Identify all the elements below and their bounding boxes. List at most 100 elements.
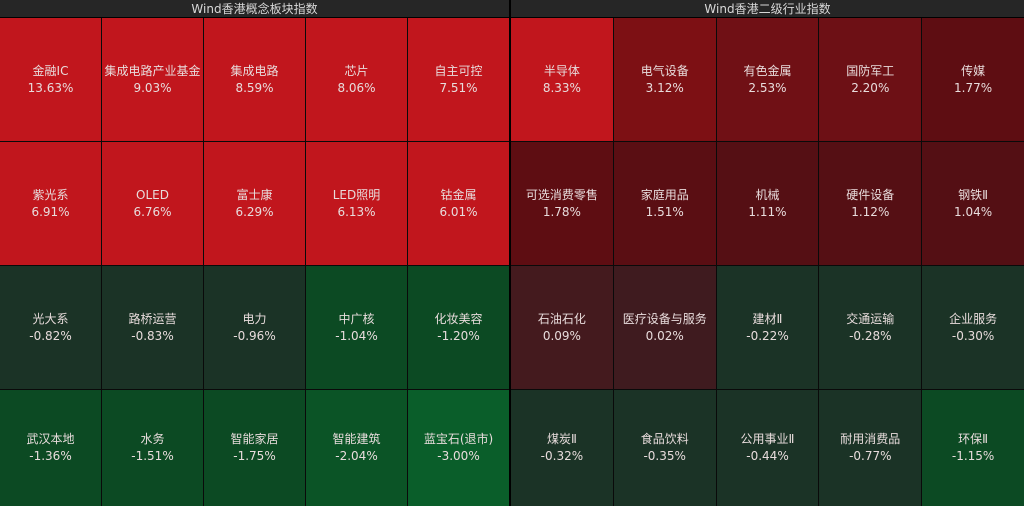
tile-name: 钢铁Ⅱ (958, 187, 989, 202)
heatmap-tile[interactable]: 武汉本地 -1.36% (0, 390, 101, 506)
tile-change-pct: 0.09% (542, 328, 581, 343)
heatmap-tile[interactable]: 芯片 8.06% (306, 18, 407, 141)
heatmap-tile[interactable]: 煤炭Ⅱ -0.32% (511, 390, 613, 506)
tile-name: 芯片 (344, 63, 369, 78)
tile-name: 食品饮料 (640, 432, 689, 446)
tile-change-pct: -1.04% (335, 328, 378, 343)
tile-name: OLED (136, 187, 169, 202)
tile-change-pct: -0.82% (29, 328, 72, 343)
heatmap-tile[interactable]: 富士康 6.29% (204, 142, 305, 265)
heatmap-tile[interactable]: 企业服务 -0.30% (922, 266, 1024, 389)
heatmap-tile[interactable]: 食品饮料 -0.35% (613, 390, 716, 506)
heatmap-tile[interactable]: 钢铁Ⅱ 1.04% (922, 142, 1024, 265)
tile-change-pct: 6.76% (133, 204, 172, 219)
heatmap-tile[interactable]: 智能建筑 -2.04% (306, 390, 407, 506)
tile-name: 煤炭Ⅱ (546, 432, 577, 446)
heatmap-tile[interactable]: 化妆美容 -1.20% (408, 266, 509, 389)
tile-name: 金融IC (32, 63, 69, 78)
tile-name: 紫光系 (32, 187, 69, 202)
heatmap-tile[interactable]: 环保Ⅱ -1.15% (922, 390, 1024, 506)
tile-change-pct: 6.91% (31, 204, 70, 219)
tile-name: 机械 (755, 187, 780, 202)
tile-name: 智能家居 (230, 432, 279, 446)
tile-change-pct: 1.51% (645, 204, 684, 219)
heatmap-tile[interactable]: 中广核 -1.04% (306, 266, 407, 389)
tile-change-pct: 9.03% (133, 80, 172, 95)
tile-change-pct: -1.75% (233, 449, 276, 463)
tile-name: 中广核 (338, 311, 375, 326)
tile-name: 公用事业Ⅱ (740, 432, 795, 446)
tile-name: 半导体 (543, 63, 580, 78)
tile-change-pct: -1.36% (29, 449, 72, 463)
heatmap-tile[interactable]: 交通运输 -0.28% (819, 266, 922, 389)
tile-name: 电力 (242, 311, 267, 326)
tile-change-pct: -2.04% (335, 449, 378, 463)
tile-change-pct: 1.77% (954, 80, 993, 95)
heatmap-tile[interactable]: 电力 -0.96% (204, 266, 305, 389)
tile-change-pct: 0.02% (645, 328, 684, 343)
tile-change-pct: -0.77% (849, 449, 892, 463)
heatmap-tile[interactable]: 光大系 -0.82% (0, 266, 101, 389)
tile-change-pct: 2.20% (851, 80, 890, 95)
tile-name: 自主可控 (434, 63, 483, 78)
heatmap-tile[interactable]: 集成电路 8.59% (204, 18, 305, 141)
tile-name: 耐用消费品 (840, 432, 901, 446)
tile-name: 石油石化 (537, 311, 586, 326)
tile-name: 蓝宝石(退市) (423, 432, 494, 446)
panel-title: Wind香港二级行业指数 (511, 0, 1024, 18)
heatmap-grid: 半导体 8.33% 电气设备 3.12% 有色金属 2.53% 国防军工 2.20% 传媒 1.7… (511, 18, 1024, 506)
heatmap-tile[interactable]: 电气设备 3.12% (613, 18, 716, 141)
heatmap-tile[interactable]: 路桥运营 -0.83% (102, 266, 203, 389)
tile-change-pct: -0.96% (233, 328, 276, 343)
tile-name: 集成电路 (230, 63, 279, 78)
heatmap-tile[interactable]: 医疗设备与服务 0.02% (613, 266, 716, 389)
tile-name: 钴金属 (440, 187, 477, 202)
heatmap-tile[interactable]: 可选消费零售 1.78% (511, 142, 613, 265)
tile-change-pct: -1.20% (437, 328, 480, 343)
tile-change-pct: 1.12% (851, 204, 890, 219)
heatmap-tile[interactable]: 蓝宝石(退市) -3.00% (408, 390, 509, 506)
tile-change-pct: 1.78% (542, 204, 581, 219)
heatmap-tile[interactable]: 石油石化 0.09% (511, 266, 613, 389)
heatmap-tile[interactable]: 硬件设备 1.12% (819, 142, 922, 265)
tile-name: 光大系 (32, 311, 69, 326)
tile-change-pct: -0.22% (746, 328, 789, 343)
tile-change-pct: 1.11% (748, 204, 787, 219)
heatmap-tile[interactable]: 有色金属 2.53% (716, 18, 819, 141)
heatmap-tile[interactable]: 水务 -1.51% (102, 390, 203, 506)
heatmap-tile[interactable]: OLED 6.76% (102, 142, 203, 265)
panel-title: Wind香港概念板块指数 (0, 0, 509, 18)
heatmap-tile[interactable]: 智能家居 -1.75% (204, 390, 305, 506)
industry-index-panel: Wind香港二级行业指数 半导体 8.33% 电气设备 3.12% 有色金属 2.53% 国… (511, 0, 1024, 506)
tile-name: LED照明 (332, 187, 381, 202)
tile-change-pct: -1.51% (131, 449, 174, 463)
heatmap-tile[interactable]: 金融IC 13.63% (0, 18, 101, 141)
tile-change-pct: -0.28% (849, 328, 892, 343)
tile-name: 集成电路产业基金 (104, 63, 201, 78)
tile-change-pct: 8.06% (337, 80, 376, 95)
tile-name: 传媒 (961, 63, 986, 78)
heatmap-tile[interactable]: 集成电路产业基金 9.03% (102, 18, 203, 141)
tile-name: 武汉本地 (26, 432, 75, 446)
heatmap-tile[interactable]: 家庭用品 1.51% (613, 142, 716, 265)
heatmap-tile[interactable]: 紫光系 6.91% (0, 142, 101, 265)
heatmap-tile[interactable]: 国防军工 2.20% (819, 18, 922, 141)
tile-name: 国防军工 (846, 63, 895, 78)
tile-name: 化妆美容 (434, 311, 483, 326)
heatmap-tile[interactable]: 机械 1.11% (716, 142, 819, 265)
tile-change-pct: 2.53% (748, 80, 787, 95)
heatmap-tile[interactable]: LED照明 6.13% (306, 142, 407, 265)
tile-name: 有色金属 (743, 63, 792, 78)
heatmap-tile[interactable]: 建材Ⅱ -0.22% (716, 266, 819, 389)
heatmap-tile[interactable]: 公用事业Ⅱ -0.44% (716, 390, 819, 506)
heatmap-tile[interactable]: 耐用消费品 -0.77% (819, 390, 922, 506)
tile-change-pct: -0.32% (540, 449, 584, 463)
tile-name: 建材Ⅱ (752, 311, 783, 326)
heatmap-tile[interactable]: 自主可控 7.51% (408, 18, 509, 141)
heatmap-tile[interactable]: 半导体 8.33% (511, 18, 613, 141)
tile-change-pct: 7.51% (439, 80, 478, 95)
tile-change-pct: 1.04% (954, 204, 993, 219)
tile-name: 家庭用品 (640, 187, 689, 202)
heatmap-tile[interactable]: 传媒 1.77% (922, 18, 1024, 141)
heatmap-tile[interactable]: 钴金属 6.01% (408, 142, 509, 265)
